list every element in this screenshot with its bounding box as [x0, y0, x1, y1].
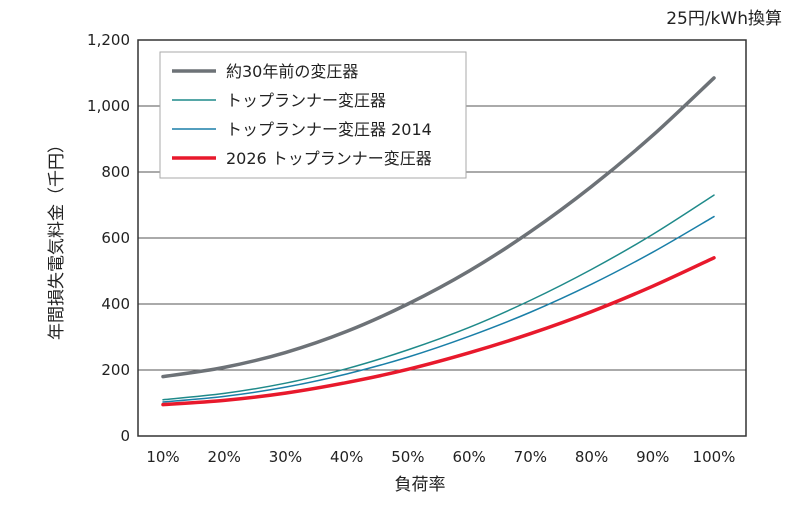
y-tick-label: 0 — [120, 427, 130, 445]
x-tick-label: 100% — [693, 448, 736, 466]
x-tick-label: 80% — [575, 448, 608, 466]
x-tick-label: 60% — [452, 448, 485, 466]
y-tick-label: 1,200 — [87, 31, 130, 49]
y-tick-label: 800 — [101, 163, 130, 181]
legend-label: 2026 トップランナー変圧器 — [226, 149, 432, 168]
series-line-1 — [162, 194, 715, 401]
legend-label: トップランナー変圧器 2014 — [226, 120, 432, 139]
y-tick-label: 600 — [101, 229, 130, 247]
x-tick-label: 40% — [330, 448, 363, 466]
y-tick-label: 200 — [101, 361, 130, 379]
x-axis-label: 負荷率 — [395, 475, 446, 495]
series-line-3 — [161, 256, 716, 407]
legend-label: トップランナー変圧器 — [226, 91, 386, 110]
y-tick-label: 400 — [101, 295, 130, 313]
x-tick-label: 20% — [208, 448, 241, 466]
x-tick-label: 90% — [636, 448, 669, 466]
plot-frame — [137, 39, 747, 437]
series-line-2 — [162, 215, 715, 403]
x-tick-label: 70% — [514, 448, 547, 466]
series-line-0 — [161, 76, 716, 379]
x-tick-label: 10% — [146, 448, 179, 466]
x-tick-label: 30% — [269, 448, 302, 466]
y-axis-label: 年間損失電気料金（千円） — [47, 136, 67, 340]
x-tick-label: 50% — [391, 448, 424, 466]
y-tick-label: 1,000 — [87, 97, 130, 115]
legend-label: 約30年前の変圧器 — [226, 62, 358, 81]
unit-note: 25円/kWh換算 — [666, 9, 782, 29]
